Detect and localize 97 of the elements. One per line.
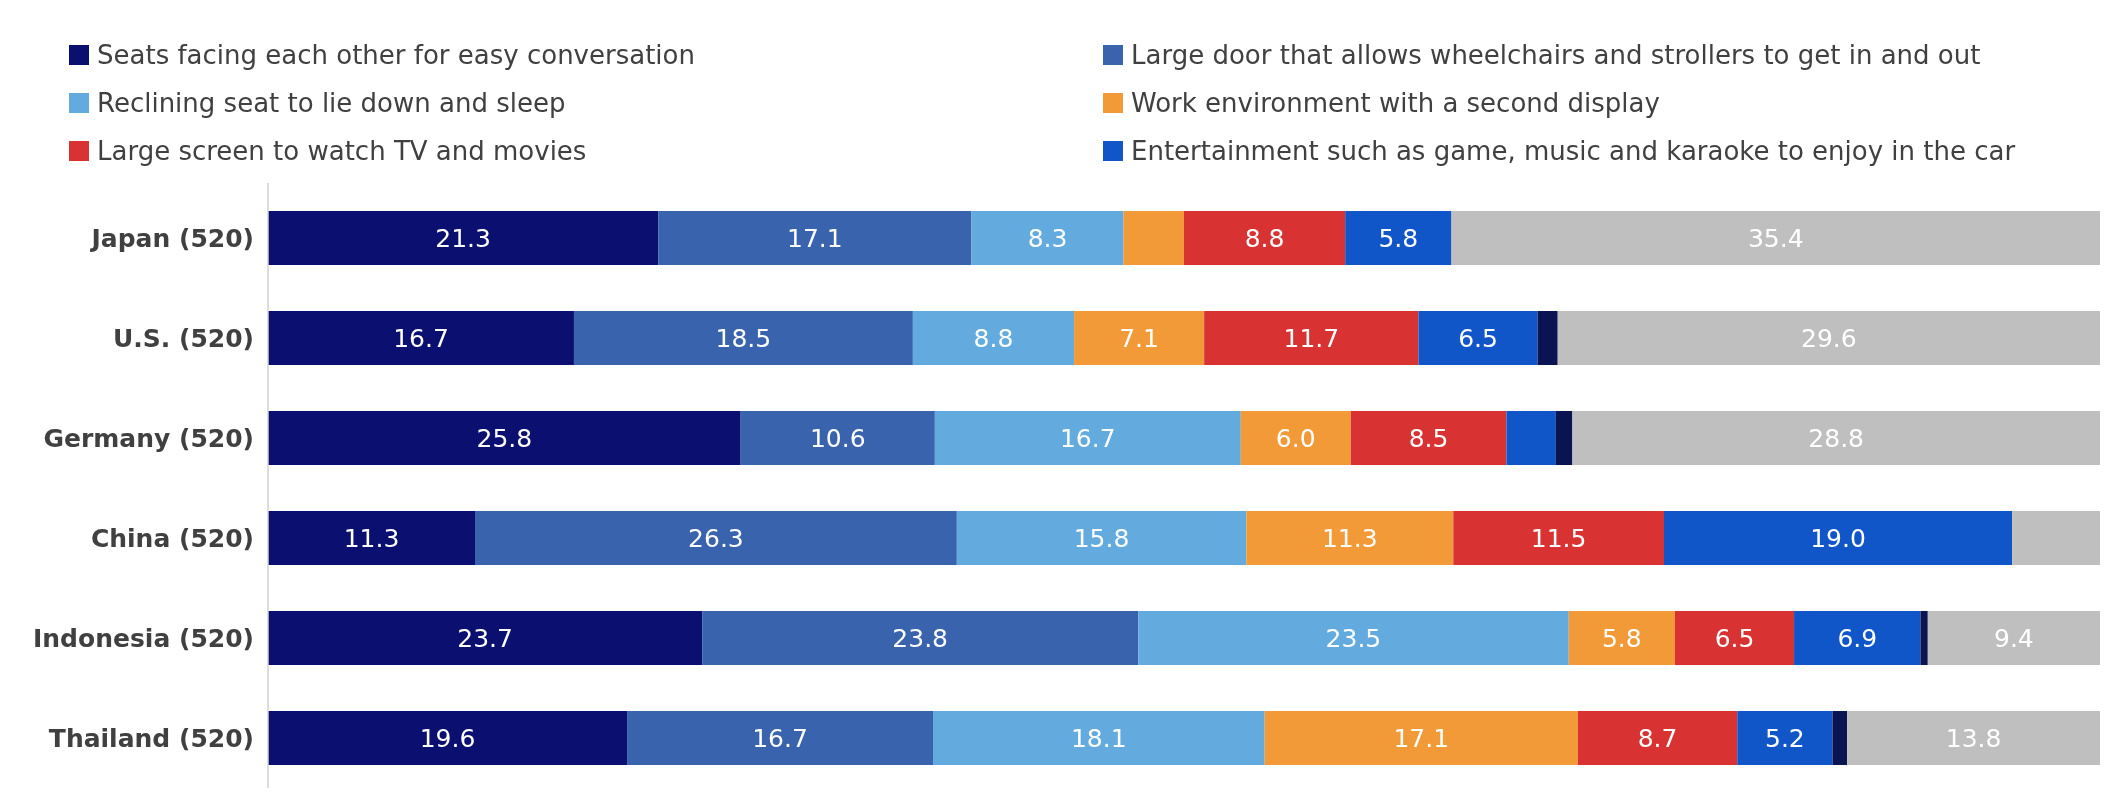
legend-label: Reclining seat to lie down and sleep xyxy=(97,88,566,119)
data-label: 11.7 xyxy=(1283,323,1340,353)
bar xyxy=(1453,511,1664,565)
data-label: 5.8 xyxy=(1601,623,1642,653)
bar xyxy=(1555,411,1573,465)
y-tick-label: Japan (520) xyxy=(89,223,254,253)
bar xyxy=(1074,311,1205,365)
data-label: 6.9 xyxy=(1837,623,1878,653)
data-label: 17.1 xyxy=(1393,723,1450,753)
bar xyxy=(702,611,1139,665)
bar xyxy=(1557,311,2100,365)
legend-label: Large door that allows wheelchairs and strollers to get in and out xyxy=(1131,40,1981,71)
data-label: 6.0 xyxy=(1275,423,1316,453)
bar xyxy=(268,711,628,765)
y-tick-label: Indonesia (520) xyxy=(33,623,254,653)
bar xyxy=(1506,411,1556,465)
bar xyxy=(1737,711,1833,765)
data-label: 8.8 xyxy=(973,323,1014,353)
data-label: 5.2 xyxy=(1765,723,1805,753)
data-label: 17.1 xyxy=(787,223,843,253)
bar xyxy=(1345,211,1452,265)
bar xyxy=(1927,611,2100,665)
data-label: 23.5 xyxy=(1325,623,1382,653)
data-label: 16.7 xyxy=(752,723,808,753)
data-label: 6.5 xyxy=(1714,623,1755,653)
bar xyxy=(1418,311,1538,365)
data-label: 16.7 xyxy=(393,323,449,353)
bar xyxy=(268,511,476,565)
data-label: 19.0 xyxy=(1810,523,1866,553)
bar xyxy=(740,411,935,465)
bar xyxy=(2012,511,2100,565)
bar xyxy=(1568,611,1675,665)
bar xyxy=(658,211,972,265)
data-label: 11.3 xyxy=(343,523,400,553)
bar xyxy=(1663,511,2013,565)
bar xyxy=(971,211,1124,265)
bar xyxy=(1674,611,1795,665)
legend-label: Large screen to watch TV and movies xyxy=(97,136,587,167)
data-label: 26.3 xyxy=(688,523,744,553)
bar xyxy=(1138,611,1569,665)
legend-label: Seats facing each other for easy conversation xyxy=(97,40,695,71)
bar xyxy=(1246,511,1454,565)
bar xyxy=(1920,611,1928,665)
data-label: 29.6 xyxy=(1801,323,1857,353)
data-label: 28.8 xyxy=(1808,423,1865,453)
data-label: 8.7 xyxy=(1637,723,1678,753)
data-label: 13.8 xyxy=(1945,723,2002,753)
data-label: 7.1 xyxy=(1119,323,1159,353)
bar xyxy=(1537,311,1558,365)
bar xyxy=(1204,311,1419,365)
bar xyxy=(268,311,574,365)
bar xyxy=(268,211,659,265)
y-tick-label: Thailand (520) xyxy=(48,723,254,753)
bar xyxy=(1184,211,1346,265)
legend-label: Work environment with a second display xyxy=(1131,88,1660,119)
bar xyxy=(268,611,703,665)
data-label: 23.8 xyxy=(892,623,949,653)
data-label: 19.6 xyxy=(419,723,476,753)
bar xyxy=(1572,411,2100,465)
bar xyxy=(573,311,913,365)
bar xyxy=(1350,411,1507,465)
data-label: 16.7 xyxy=(1059,423,1116,453)
data-label: 10.6 xyxy=(809,423,866,453)
y-tick-label: U.S. (520) xyxy=(112,323,254,353)
bar xyxy=(1451,211,2100,265)
data-label: 23.7 xyxy=(457,623,513,653)
legend-label: Entertainment such as game, music and karaoke to enjoy in the car xyxy=(1131,136,2016,167)
bar xyxy=(475,511,957,565)
bar xyxy=(1832,711,1848,765)
data-label: 18.5 xyxy=(715,323,772,353)
bar xyxy=(1240,411,1351,465)
bar xyxy=(268,411,741,465)
bar xyxy=(1123,211,1184,265)
bar xyxy=(627,711,934,765)
data-label: 18.1 xyxy=(1070,723,1127,753)
data-label: 11.3 xyxy=(1321,523,1378,553)
bar xyxy=(1794,611,1921,665)
bar xyxy=(1577,711,1738,765)
bar xyxy=(934,411,1241,465)
data-label: 6.5 xyxy=(1458,323,1498,353)
bar xyxy=(1264,711,1578,765)
bar xyxy=(912,311,1075,365)
data-label: 8.8 xyxy=(1244,223,1285,253)
bar xyxy=(956,511,1247,565)
bar xyxy=(1847,711,2100,765)
data-label: 25.8 xyxy=(476,423,533,453)
data-label: 21.3 xyxy=(435,223,491,253)
data-label: 35.4 xyxy=(1747,223,1804,253)
y-tick-label: Germany (520) xyxy=(43,423,254,453)
data-label: 9.4 xyxy=(1994,623,2034,653)
data-label: 5.8 xyxy=(1378,223,1419,253)
y-tick-label: China (520) xyxy=(90,523,254,553)
data-label: 11.5 xyxy=(1530,523,1587,553)
data-label: 8.5 xyxy=(1408,423,1449,453)
data-label: 15.8 xyxy=(1073,523,1130,553)
bar xyxy=(933,711,1265,765)
data-label: 8.3 xyxy=(1027,223,1068,253)
